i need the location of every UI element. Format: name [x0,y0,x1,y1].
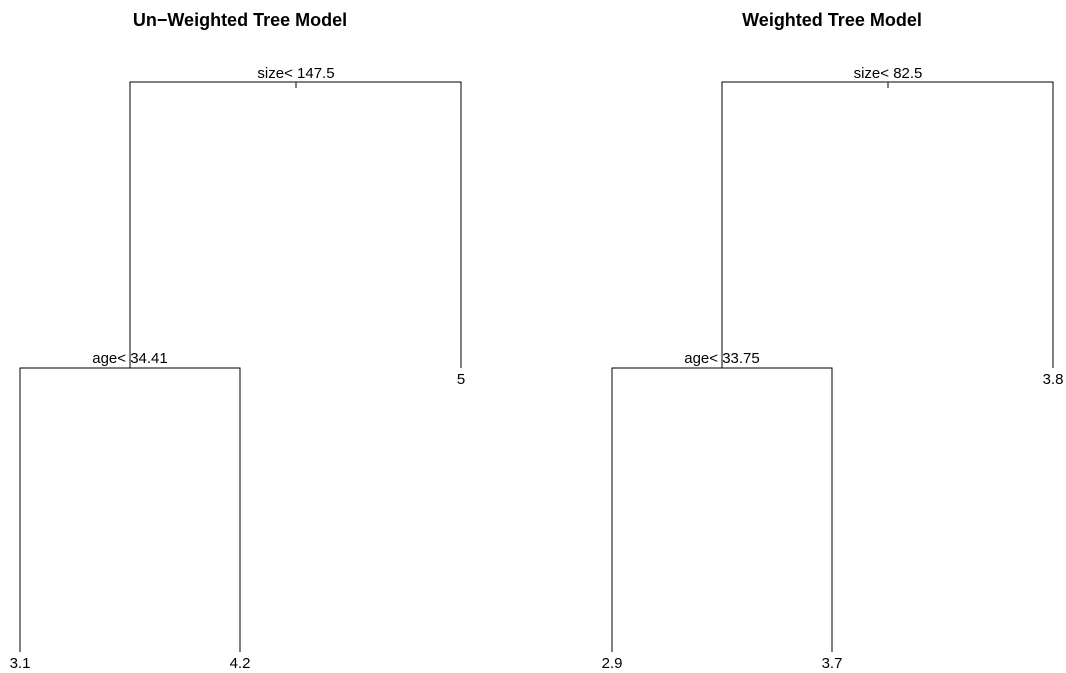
root-split-label: size< 82.5 [854,65,923,82]
leaf-left-left: 3.1 [10,655,31,672]
leaf-left-right: 3.7 [822,655,843,672]
leaf-left-right: 4.2 [230,655,251,672]
leaf-right: 5 [457,371,465,388]
left-split-branches [19,367,241,652]
root-split-branches [721,81,1054,368]
panel-title: Weighted Tree Model [742,10,922,30]
panel-unweighted: Un−Weighted Tree Model size< 147.5 age< … [10,10,466,672]
left-split-label: age< 33.75 [684,350,760,367]
root-split-label: size< 147.5 [257,65,334,82]
panel-title: Un−Weighted Tree Model [133,10,347,30]
left-split-branches [611,367,833,652]
leaf-left-left: 2.9 [602,655,623,672]
panel-weighted: Weighted Tree Model size< 82.5 age< 33.7… [602,10,1064,672]
leaf-right: 3.8 [1043,371,1064,388]
left-split-label: age< 34.41 [92,350,168,367]
root-split-branches [129,81,462,368]
